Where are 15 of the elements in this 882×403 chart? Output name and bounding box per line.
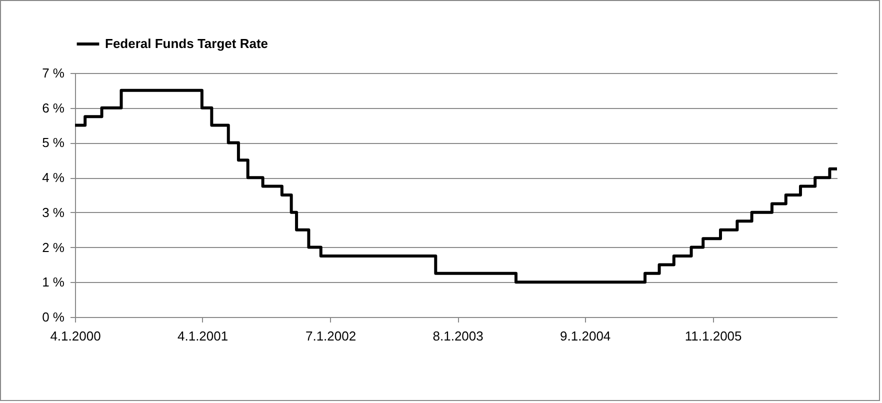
x-tick-label: 7.1.2002 xyxy=(305,328,356,344)
x-tick-label: 4.1.2000 xyxy=(50,328,101,344)
x-tick-label: 4.1.2001 xyxy=(177,328,228,344)
legend-label: Federal Funds Target Rate xyxy=(105,36,268,51)
x-tick-label: 9.1.2004 xyxy=(560,328,611,344)
y-tick-label: 2 % xyxy=(42,240,65,255)
y-tick-label: 5 % xyxy=(42,135,65,150)
y-tick-label: 6 % xyxy=(42,100,65,116)
y-tick-label: 7 % xyxy=(42,66,65,80)
x-tick-label: 11.1.2005 xyxy=(684,328,742,344)
y-tick-label: 3 % xyxy=(42,204,65,220)
x-tick-label: 8.1.2003 xyxy=(432,328,484,344)
y-tick-label: 1 % xyxy=(42,274,65,290)
y-tick-label: 0 % xyxy=(42,310,65,324)
y-tick-label: 4 % xyxy=(42,170,65,186)
